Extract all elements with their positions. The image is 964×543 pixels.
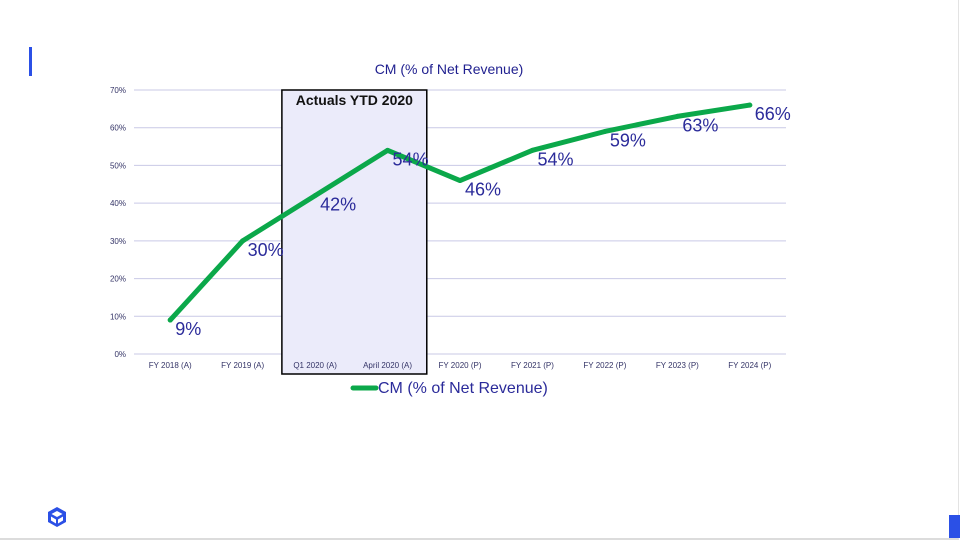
corner-accent-block (949, 515, 960, 538)
accent-bar (29, 47, 32, 76)
data-point (312, 193, 318, 199)
series-line (167, 102, 753, 323)
y-tick-label: 50% (110, 161, 126, 170)
y-tick-label: 70% (110, 86, 126, 95)
data-label: 66% (755, 104, 791, 124)
data-point (240, 238, 246, 244)
data-point (385, 147, 391, 153)
data-label: 54% (537, 149, 573, 169)
data-label: 9% (175, 319, 201, 339)
y-tick-label: 30% (110, 237, 126, 246)
chart-title: CM (% of Net Revenue) (375, 61, 524, 77)
y-tick-label: 60% (110, 124, 126, 133)
x-tick-label: FY 2022 (P) (583, 361, 626, 370)
y-tick-label: 40% (110, 199, 126, 208)
x-tick-label: FY 2023 (P) (656, 361, 699, 370)
x-tick-label: FY 2019 (A) (221, 361, 264, 370)
data-point (529, 147, 535, 153)
series-layer (167, 102, 753, 323)
gridlines (134, 89, 786, 355)
data-point (457, 178, 463, 184)
y-tick-label: 10% (110, 312, 126, 321)
data-labels: 9% 30% 42% 54% 46% 54% 59% 63% 66% (175, 104, 791, 339)
data-label: 46% (465, 180, 501, 200)
y-tick-label: 20% (110, 275, 126, 284)
cube-logo-icon (48, 507, 66, 527)
annotation-label: Actuals YTD 2020 (296, 92, 413, 108)
data-point (602, 128, 608, 134)
data-point (747, 102, 753, 108)
x-axis-ticks: FY 2018 (A) FY 2019 (A) Q1 2020 (A) April 2… (149, 361, 772, 370)
x-tick-label: Q1 2020 (A) (293, 361, 337, 370)
legend-label: CM (% of Net Revenue) (378, 380, 548, 397)
x-tick-label: FY 2020 (P) (439, 361, 482, 370)
legend: CM (% of Net Revenue) (350, 380, 548, 397)
data-label: 59% (610, 130, 646, 150)
data-label: 63% (682, 115, 718, 135)
data-label: 30% (248, 240, 284, 260)
data-label: 54% (393, 149, 429, 169)
x-tick-label: FY 2024 (P) (728, 361, 771, 370)
y-axis-ticks: 0% 10% 20% 30% 40% 50% 60% 70% (110, 86, 126, 359)
data-point (674, 113, 680, 119)
data-point (167, 317, 173, 323)
x-tick-label: FY 2018 (A) (149, 361, 192, 370)
x-tick-label: FY 2021 (P) (511, 361, 554, 370)
data-label: 42% (320, 195, 356, 215)
y-tick-label: 0% (114, 350, 126, 359)
x-tick-label: April 2020 (A) (363, 361, 412, 370)
annotation-rect (281, 89, 428, 375)
annotation-box: Actuals YTD 2020 (281, 89, 428, 375)
